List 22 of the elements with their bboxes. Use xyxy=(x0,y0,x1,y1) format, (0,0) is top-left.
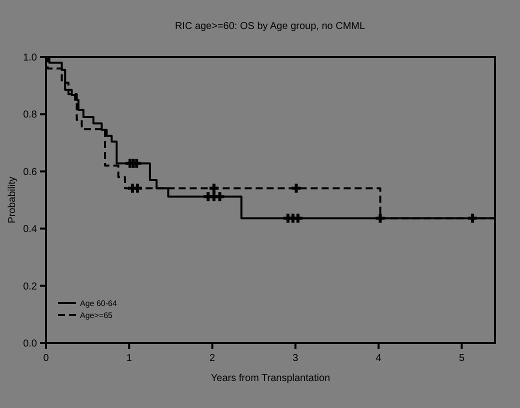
chart-title: RIC age>=60: OS by Age group, no CMML xyxy=(174,21,366,32)
point xyxy=(376,214,385,223)
x-tick-label: 4 xyxy=(376,353,382,364)
x-tick-label: 0 xyxy=(43,353,50,364)
y-tick-label: 0.2 xyxy=(23,281,38,292)
x-tick-label: 5 xyxy=(458,353,465,364)
x-tick-label: 2 xyxy=(210,353,216,364)
x-tick-label: 3 xyxy=(292,353,299,364)
legend-label: Age 60-64 xyxy=(80,299,118,308)
legend-label: Age>=65 xyxy=(80,311,114,320)
x-axis-title: Years from Transplantation xyxy=(210,373,330,384)
y-tick-label: 0.4 xyxy=(23,224,38,236)
point xyxy=(468,214,478,223)
y-tick-label: 0.0 xyxy=(23,338,38,350)
x-tick-label: 1 xyxy=(126,353,132,364)
y-tick-label: 1.0 xyxy=(23,52,38,64)
point xyxy=(209,184,218,193)
y-tick-label: 0.8 xyxy=(23,110,38,121)
y-tick-label: 0.6 xyxy=(23,166,38,178)
point xyxy=(292,184,301,193)
point xyxy=(215,192,224,202)
y-axis-title: Probability xyxy=(7,176,18,224)
